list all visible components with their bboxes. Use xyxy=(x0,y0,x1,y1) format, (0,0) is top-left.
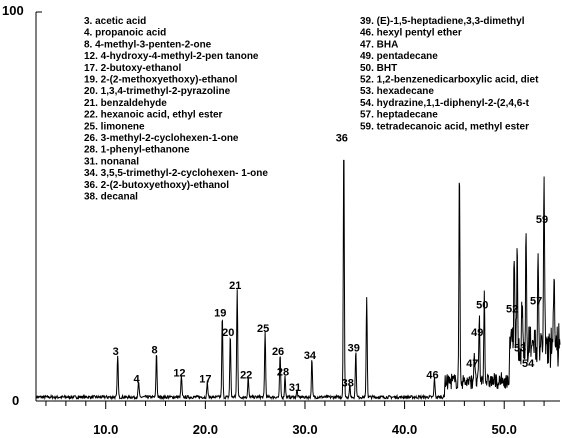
peak-label-21: 21 xyxy=(229,280,241,292)
legend-right-item: 46. hexyl pentyl ether xyxy=(360,28,462,39)
legend-right-item: 57. heptadecane xyxy=(360,110,438,121)
x-tick-labels: 10.0 20.0 30.0 40.0 50.0 xyxy=(93,422,517,437)
peak-label-22: 22 xyxy=(240,370,252,382)
legend-left-item: 26. 3-methyl-2-cyclohexen-1-one xyxy=(84,133,239,144)
peak-label-39: 39 xyxy=(348,342,360,354)
peak-label-12: 12 xyxy=(173,368,185,380)
peak-label-53: 53 xyxy=(514,342,526,354)
chromatogram-trace xyxy=(35,159,561,401)
peak-label-49: 49 xyxy=(471,327,483,339)
peak-label-28: 28 xyxy=(277,366,289,378)
legend-right-item: 52. 1,2-benzenedicarboxylic acid, diet xyxy=(360,75,539,86)
x-tick-label: 30.0 xyxy=(292,422,317,437)
trace-group xyxy=(35,159,561,401)
peak-label-38: 38 xyxy=(342,377,354,389)
peak-label-34: 34 xyxy=(304,350,317,362)
legend-right-item: 59. tetradecanoic acid, methyl ester xyxy=(360,121,529,132)
legend-left-item: 38. decanal xyxy=(84,192,138,203)
peak-label-26: 26 xyxy=(272,346,284,358)
peak-label-20: 20 xyxy=(222,327,234,339)
peak-label-47: 47 xyxy=(466,358,478,370)
legend-left-item: 21. benzaldehyde xyxy=(84,98,167,109)
peak-label-3: 3 xyxy=(113,346,119,358)
legend-left-item: 19. 2-(2-methoxyethoxy)-ethanol xyxy=(84,75,238,86)
peak-label-4: 4 xyxy=(134,373,141,385)
legend-left-item: 28. 1-phenyl-ethanone xyxy=(84,145,190,156)
legend-left-item: 12. 4-hydroxy-4-methyl-2-pen tanone xyxy=(84,51,259,62)
y-tick-labels: 100 0 xyxy=(2,3,24,408)
legend-left-item: 20. 1,3,4-trimethyl-2-pyrazoline xyxy=(84,86,231,97)
legend-left-item: 8. 4-methyl-3-penten-2-one xyxy=(84,39,212,50)
legend-left: 3. acetic acid 4. propanoic acid 8. 4-me… xyxy=(84,16,268,203)
x-tick-label: 50.0 xyxy=(492,422,517,437)
peak-label-54: 54 xyxy=(522,358,535,370)
peak-label-36: 36 xyxy=(336,132,348,144)
peak-label-25: 25 xyxy=(257,323,269,335)
legend-left-item: 25. limonene xyxy=(84,121,145,132)
peak-label-8: 8 xyxy=(151,344,157,356)
legend-left-item: 31. nonanal xyxy=(84,156,139,167)
legend-right-item: 50. BHT xyxy=(360,63,397,74)
legend-right-item: 54. hydrazine,1,1-diphenyl-2-(2,4,6-t xyxy=(360,98,530,109)
x-tick-label: 40.0 xyxy=(392,422,417,437)
peak-label-46: 46 xyxy=(426,370,438,382)
legend-left-item: 17. 2-butoxy-ethanol xyxy=(84,63,181,74)
legend-left-item: 4. propanoic acid xyxy=(84,28,166,39)
legend-left-item: 36. 2-(2-butoxyethoxy)-ethanol xyxy=(84,180,229,191)
peak-label-19: 19 xyxy=(214,307,226,319)
legend-right-item: 53. hexadecane xyxy=(360,86,434,97)
legend-left-item: 3. acetic acid xyxy=(84,16,146,27)
axes xyxy=(35,11,560,409)
legend-right-item: 39. (E)-1,5-heptadiene,3,3-dimethyl xyxy=(360,16,525,27)
peak-label-50: 50 xyxy=(476,300,488,312)
x-tick-label: 20.0 xyxy=(193,422,218,437)
peak-label-17: 17 xyxy=(199,373,211,385)
legend-left-item: 22. hexanoic acid, ethyl ester xyxy=(84,110,223,121)
x-tick-label: 10.0 xyxy=(93,422,118,437)
peak-label-57: 57 xyxy=(530,296,542,308)
peak-label-52: 52 xyxy=(506,303,518,315)
peak-label-59: 59 xyxy=(536,214,548,226)
peak-label-31: 31 xyxy=(289,382,301,394)
legend-left-item: 34. 3,5,5-trimethyl-2-cyclohexen- 1-one xyxy=(84,168,268,179)
legend-right-item: 47. BHA xyxy=(360,39,398,50)
legend-right-item: 49. pentadecane xyxy=(360,51,438,62)
y-tick-label-top: 100 xyxy=(2,3,24,18)
y-tick-label-bottom: 0 xyxy=(12,393,19,408)
